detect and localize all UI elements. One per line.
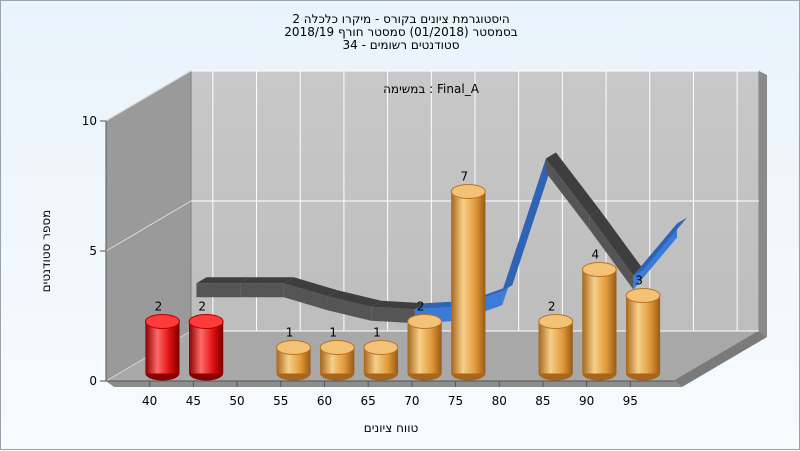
data-label: 2	[548, 300, 556, 314]
data-label: 1	[329, 326, 337, 340]
bar-45	[188, 314, 224, 381]
bar-top	[450, 184, 486, 199]
x-tick-label: 45	[186, 394, 201, 408]
subtitle-task: במשימה : Final_A	[383, 82, 480, 96]
bar-70	[407, 314, 443, 381]
curve-segment-top	[240, 277, 294, 284]
y-axis-ticks: 0 5 10	[82, 114, 106, 388]
x-tick-label: 55	[273, 394, 288, 408]
bar-top	[538, 314, 574, 329]
bar-body-front	[189, 321, 224, 374]
x-tick-label: 65	[361, 394, 376, 408]
x-tick-label: 60	[317, 394, 332, 408]
x-tick-label: 85	[535, 394, 550, 408]
x-tick-label: 75	[448, 394, 463, 408]
x-tick-label: 80	[492, 394, 507, 408]
bar-body-front	[451, 191, 486, 374]
bar-top	[625, 288, 661, 303]
curve-segment	[327, 296, 372, 321]
curve-segment-top	[283, 277, 338, 297]
grid-line-side	[105, 70, 192, 122]
bars	[144, 184, 661, 381]
bar-top	[363, 340, 399, 355]
curve-segment-top	[327, 290, 382, 307]
title-line-3: סטודנטים רשומים - 34	[342, 38, 459, 52]
bar-body-front	[407, 321, 442, 374]
title-line-2: בסמסטר (01/2018) סמסטר חורף 2018/19	[284, 25, 517, 39]
bar-body-front	[582, 269, 617, 374]
bar-top	[188, 314, 224, 329]
y-axis-title: מספר סטודנטים	[39, 210, 53, 293]
y-tick-label: 5	[89, 244, 97, 258]
floor-right-edge	[674, 331, 767, 387]
x-tick-label: 95	[623, 394, 638, 408]
bar-55	[276, 340, 312, 381]
bar-75	[450, 184, 486, 381]
floor-front-edge	[106, 381, 682, 387]
curve-segment-top	[502, 152, 556, 292]
title-line-1: היסטוגרמת ציונים בקורס - מיקרו כלכלה 2	[292, 12, 509, 26]
bar-top	[581, 262, 617, 277]
curve-segment	[283, 283, 328, 311]
curve-segment-top	[371, 300, 425, 310]
bar-top	[319, 340, 355, 355]
bar-85	[538, 314, 574, 381]
bar-60	[319, 340, 355, 381]
data-label: 1	[286, 326, 294, 340]
bar-body-front	[626, 295, 661, 374]
distribution-curve	[196, 152, 688, 324]
curve-segment	[589, 215, 634, 290]
bar-body-front	[538, 321, 573, 374]
x-axis-ticks: 40 45 50 55 60 65 70 75 80 85 90 95	[142, 381, 638, 408]
x-tick-label: 70	[404, 394, 419, 408]
grid-line-side	[105, 200, 192, 252]
bar-40	[144, 314, 180, 381]
data-label: 4	[592, 248, 600, 262]
data-label: 2	[198, 300, 206, 314]
curve-segment-top	[196, 277, 251, 284]
bar-90	[581, 262, 617, 381]
data-label: 2	[155, 300, 163, 314]
curve-segment	[196, 283, 241, 298]
curve-segment	[371, 306, 415, 324]
y-tick-label: 0	[89, 374, 97, 388]
bar-body-front	[145, 321, 180, 374]
x-tick-label: 90	[579, 394, 594, 408]
chart-title: היסטוגרמת ציונים בקורס - מיקרו כלכלה 2 ב…	[284, 12, 517, 52]
curve-segment-top	[589, 209, 644, 276]
bar-top	[407, 314, 443, 329]
data-label: 2	[417, 300, 425, 314]
curve-segment	[545, 158, 590, 230]
data-label: 3	[635, 274, 643, 288]
curve-segment-top	[633, 217, 688, 276]
y-tick-label: 10	[82, 114, 97, 128]
right-wall-edge	[759, 71, 767, 337]
data-label: 7	[460, 170, 468, 184]
bar-95	[625, 288, 661, 381]
bar-top	[276, 340, 312, 355]
bar-top	[144, 314, 180, 329]
x-tick-label: 50	[229, 394, 244, 408]
curve-segment-top	[545, 152, 600, 216]
data-label: 1	[373, 326, 381, 340]
x-axis-title: טווח ציונים	[364, 421, 419, 435]
x-tick-label: 40	[142, 394, 157, 408]
curve-segment	[240, 283, 284, 298]
bar-65	[363, 340, 399, 381]
